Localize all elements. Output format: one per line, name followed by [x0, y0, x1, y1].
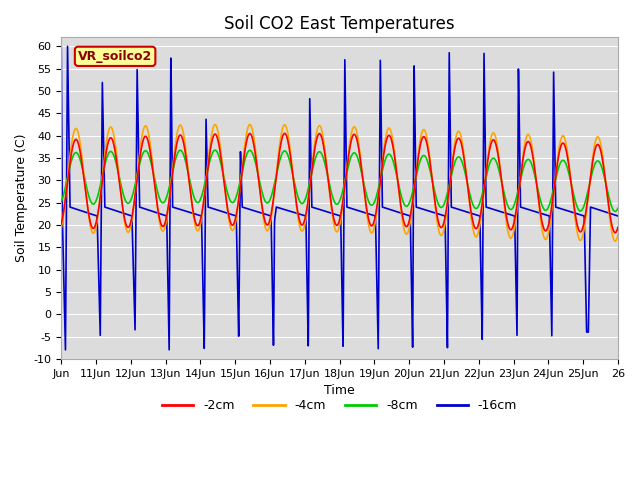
Legend: -2cm, -4cm, -8cm, -16cm: -2cm, -4cm, -8cm, -16cm [157, 394, 522, 417]
Title: Soil CO2 East Temperatures: Soil CO2 East Temperatures [224, 15, 455, 33]
X-axis label: Time: Time [324, 384, 355, 397]
Y-axis label: Soil Temperature (C): Soil Temperature (C) [15, 134, 28, 263]
Text: VR_soilco2: VR_soilco2 [78, 50, 152, 63]
